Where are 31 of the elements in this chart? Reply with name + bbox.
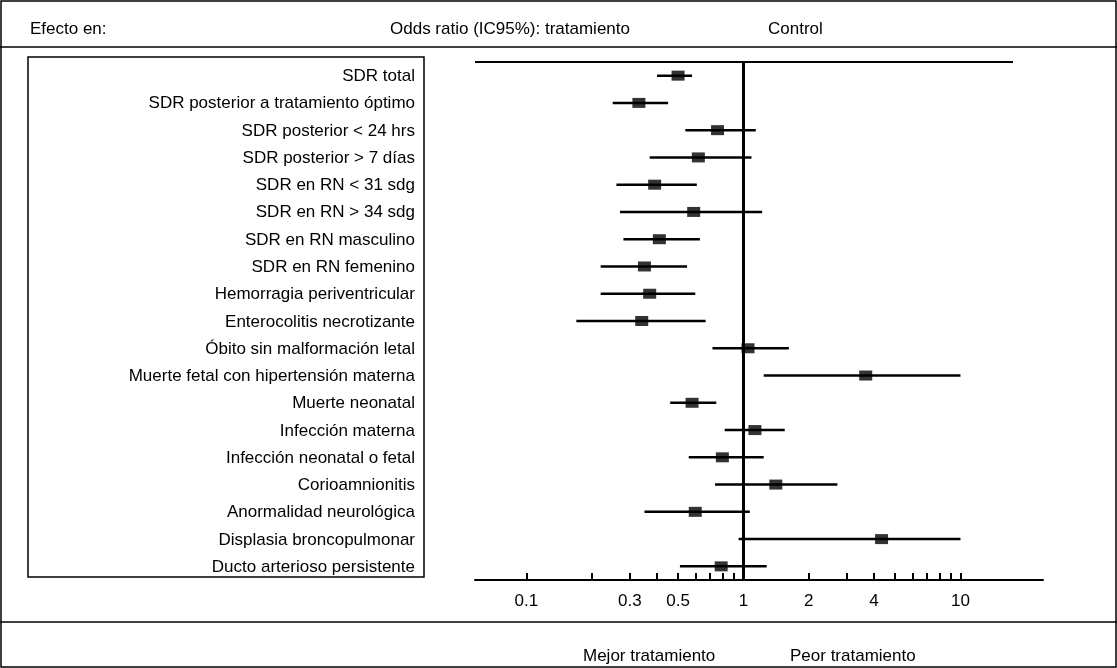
y-tick-label: SDR total: [342, 66, 415, 86]
x-tick-label: 2: [804, 591, 814, 610]
x-tick-label: 10: [951, 591, 970, 610]
text: Efecto en:: [30, 18, 107, 38]
y-tick-label: Enterocolitis necrotizante: [225, 311, 415, 331]
text: Control: [768, 18, 823, 38]
x-tick-label: 4: [869, 591, 879, 610]
y-tick-label: SDR en RN > 34 sdg: [255, 202, 415, 222]
y-tick-label: Muerte fetal con hipertensión materna: [128, 366, 416, 386]
x-tick-label: 0.1: [514, 591, 539, 610]
y-tick-label: SDR posterior < 24 hrs: [241, 120, 415, 140]
y-tick-label: Muerte neonatal: [292, 393, 415, 413]
x-tick-label: 0.3: [618, 591, 642, 610]
y-tick-label: SDR en RN < 31 sdg: [255, 175, 415, 195]
y-tick-label: Displasia broncopulmonar: [218, 529, 416, 549]
y-tick-label: Óbito sin malformación letal: [205, 338, 415, 358]
y-tick-label: Ducto arterioso persistente: [211, 556, 415, 576]
y-tick-label: Corioamnionitis: [297, 475, 415, 495]
y-tick-label: Hemorragia periventricular: [214, 284, 416, 304]
text: Odds ratio (IC95%): tratamiento: [390, 18, 630, 38]
y-tick-label: SDR en RN femenino: [251, 256, 415, 276]
y-tick-label: SDR posterior > 7 días: [242, 147, 415, 167]
text: Peor tratamiento: [790, 645, 916, 665]
y-tick-label: Infección materna: [279, 420, 416, 440]
x-tick-label: 1: [738, 591, 749, 610]
y-tick-label: SDR posterior a tratamiento óptimo: [148, 93, 415, 113]
y-tick-label: Anormalidad neurológica: [226, 502, 416, 522]
x-tick-label: 0.5: [666, 591, 690, 610]
y-tick-label: SDR en RN masculino: [244, 229, 415, 249]
text: Mejor tratamiento: [583, 645, 716, 665]
y-tick-label: Infección neonatal o fetal: [225, 447, 415, 467]
